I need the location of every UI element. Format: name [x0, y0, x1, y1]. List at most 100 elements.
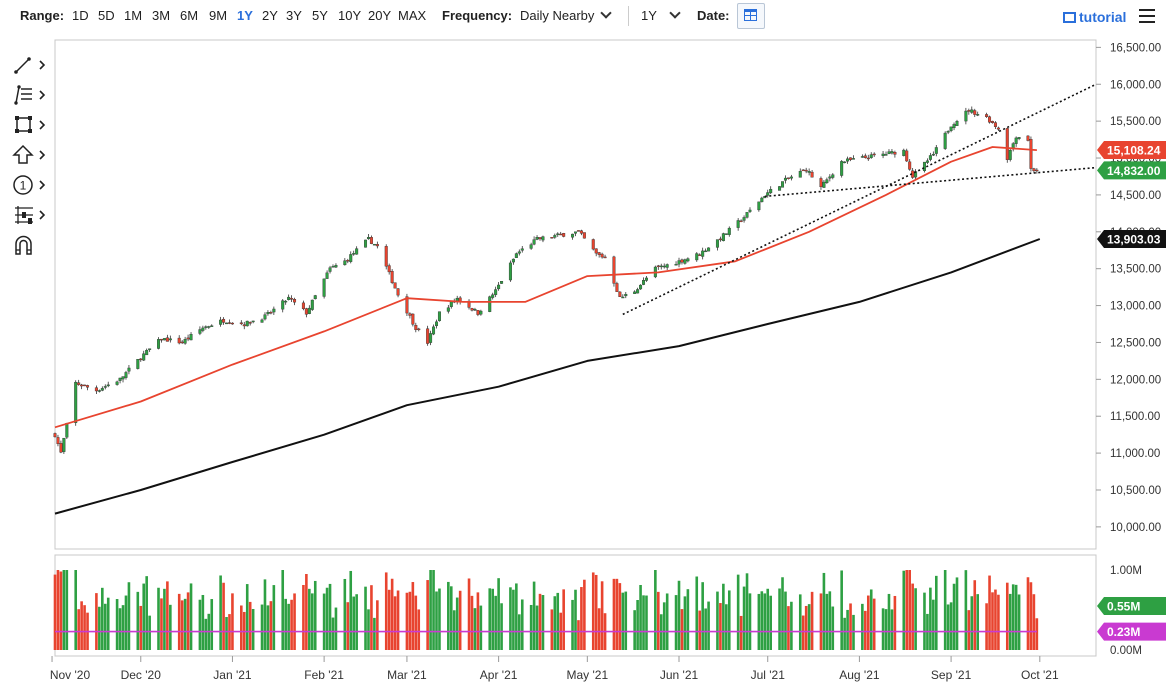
candle	[766, 189, 770, 198]
candle	[677, 257, 681, 268]
candle	[644, 275, 648, 282]
range-button-5y[interactable]: 5Y	[312, 8, 328, 23]
volume-bar	[139, 605, 143, 650]
candle	[718, 236, 722, 242]
tutorial-link[interactable]: tutorial	[1063, 9, 1126, 25]
candle	[967, 108, 971, 115]
candle-body	[973, 110, 977, 115]
range-button-max[interactable]: MAX	[398, 8, 427, 23]
range-button-3m[interactable]: 3M	[152, 8, 171, 23]
volume-bar	[852, 614, 855, 650]
candle-body	[387, 265, 391, 273]
volume-bar	[798, 594, 802, 650]
candle	[266, 310, 270, 316]
candle-body	[369, 237, 373, 244]
candle	[198, 326, 202, 336]
candle	[532, 236, 536, 246]
fib-retracement-icon	[14, 85, 46, 105]
candle	[334, 263, 338, 268]
date-tick-label: Oct '21	[1021, 668, 1059, 682]
candle	[74, 380, 78, 426]
fib-retracement-tool[interactable]	[12, 83, 52, 107]
candle-body	[118, 377, 122, 381]
volume-bar	[790, 601, 793, 650]
hamburger-menu-icon[interactable]	[1139, 9, 1155, 23]
rectangle-tool[interactable]	[12, 113, 52, 137]
candle	[145, 348, 149, 356]
volume-bar	[98, 606, 101, 650]
range-button-9m[interactable]: 9M	[209, 8, 228, 23]
candle-body	[760, 197, 764, 203]
volume-bar	[334, 607, 338, 650]
candle	[576, 230, 580, 232]
frequency-dropdown[interactable]: Daily Nearby	[520, 7, 613, 25]
range-button-5d[interactable]: 5D	[98, 8, 115, 23]
date-picker-button[interactable]	[737, 3, 765, 29]
range-label: Range:	[20, 8, 65, 23]
candle	[698, 253, 702, 256]
candle-body	[186, 337, 190, 340]
range-button-10y[interactable]: 10Y	[338, 8, 362, 23]
candle	[934, 145, 938, 157]
volume-bar	[943, 570, 947, 650]
candle	[908, 159, 912, 171]
candle	[219, 316, 223, 327]
candle-body	[736, 220, 740, 228]
range-button-3y[interactable]: 3Y	[286, 8, 302, 23]
volume-bar	[387, 589, 391, 650]
price-badges: 15,108.24 14,832.00 13,903.03 0.55M 0.23M	[1097, 141, 1166, 641]
volume-bar	[997, 594, 1000, 650]
volume-bar	[476, 592, 480, 650]
range-button-1y[interactable]: 1Y	[237, 8, 253, 23]
volume-bar	[56, 570, 60, 650]
volume-bar	[719, 603, 722, 650]
date-tick-label: Nov '20	[50, 668, 91, 682]
candle-body	[789, 176, 793, 179]
candle	[603, 254, 607, 259]
date-tick-label: Apr '21	[480, 668, 518, 682]
candle-body	[1014, 137, 1018, 144]
magnet-tool[interactable]	[12, 233, 52, 257]
period-dropdown[interactable]: 1Y	[641, 7, 681, 25]
candle	[59, 440, 63, 454]
date-tick-label: Jul '21	[751, 668, 786, 682]
price-badge-1-shape	[1097, 161, 1166, 180]
trend-line-tool[interactable]	[12, 53, 52, 77]
range-button-2y[interactable]: 2Y	[262, 8, 278, 23]
candle-body	[62, 437, 66, 452]
range-button-6m[interactable]: 6M	[180, 8, 199, 23]
range-button-1m[interactable]: 1M	[124, 8, 143, 23]
candle-body	[934, 147, 938, 154]
volume-bar	[183, 598, 187, 650]
price-badge-0-shape	[1097, 141, 1166, 160]
range-button-1d[interactable]: 1D	[72, 8, 89, 23]
candle	[508, 260, 512, 282]
candle-body	[810, 171, 814, 178]
candle	[863, 153, 867, 159]
pattern-tool[interactable]	[12, 203, 52, 227]
candle-body	[943, 132, 947, 149]
volume-bar	[142, 583, 146, 650]
arrow-tool[interactable]	[12, 143, 52, 167]
candle-body	[532, 239, 536, 245]
candle-body	[411, 313, 415, 325]
range-button-20y[interactable]: 20Y	[368, 8, 392, 23]
candle	[94, 385, 98, 395]
candle	[952, 122, 956, 131]
candle-body	[103, 386, 107, 388]
candle-body	[446, 307, 450, 312]
candle	[662, 263, 666, 269]
candle	[106, 381, 110, 388]
candle	[488, 295, 492, 313]
volume-bar	[739, 615, 743, 650]
volume-bar	[766, 588, 770, 650]
volume-badge-0: 0.55M	[1097, 597, 1166, 615]
candle-body	[727, 227, 731, 235]
candle-body	[53, 433, 57, 438]
volume-bar	[491, 588, 494, 650]
candle-body	[310, 299, 314, 310]
volume-bar	[396, 590, 400, 650]
numbered-marker-tool[interactable]: 1	[12, 173, 52, 197]
candle-body	[955, 121, 959, 126]
